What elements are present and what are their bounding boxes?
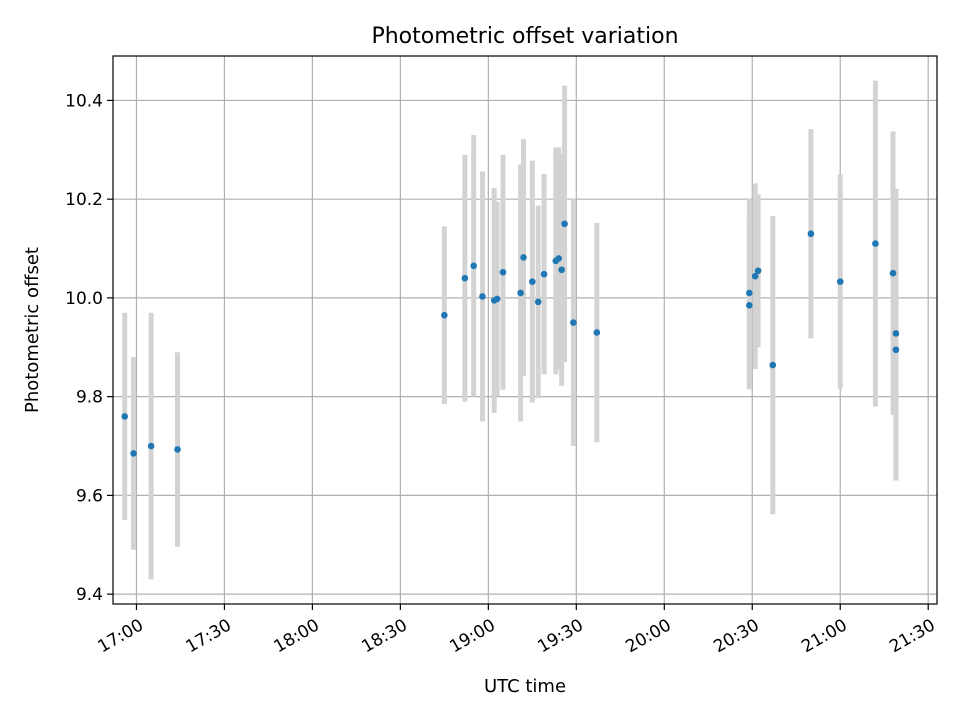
y-axis-label: Photometric offset [22, 247, 43, 413]
data-point [461, 274, 469, 282]
data-point [540, 270, 548, 278]
plot-frame [112, 55, 938, 605]
data-point [520, 254, 527, 261]
data-point [479, 293, 486, 300]
data-point [470, 262, 477, 270]
data-point [174, 446, 181, 453]
data-points [121, 220, 900, 457]
x-axis-label: UTC time [484, 676, 566, 697]
data-point [807, 230, 815, 238]
data-point [751, 272, 759, 280]
data-point [892, 330, 900, 337]
data-point [746, 289, 753, 297]
y-tick-label: 9.4 [76, 585, 103, 605]
data-point [570, 319, 577, 326]
data-point [561, 220, 568, 228]
data-point [529, 278, 536, 285]
data-point [746, 302, 753, 309]
data-point [121, 413, 129, 420]
data-point [441, 311, 448, 319]
data-point [534, 298, 542, 306]
y-tick-label: 9.6 [76, 486, 103, 506]
data-point [836, 278, 844, 285]
data-point [517, 289, 524, 297]
y-tick-label: 10.0 [65, 289, 103, 309]
chart-title: Photometric offset variation [371, 24, 678, 49]
data-point [130, 450, 137, 457]
y-tick-label: 10.2 [65, 190, 103, 210]
data-point [493, 295, 501, 303]
data-point [769, 361, 777, 369]
data-point [147, 442, 155, 450]
y-tick-label: 9.8 [76, 388, 103, 408]
data-point [892, 346, 900, 354]
data-point [558, 266, 565, 274]
data-point [889, 269, 897, 277]
data-point [555, 255, 563, 262]
data-point [754, 267, 762, 275]
y-tick-label: 10.4 [65, 91, 103, 111]
data-point [872, 240, 879, 247]
data-point [593, 329, 601, 336]
data-point [499, 268, 507, 276]
